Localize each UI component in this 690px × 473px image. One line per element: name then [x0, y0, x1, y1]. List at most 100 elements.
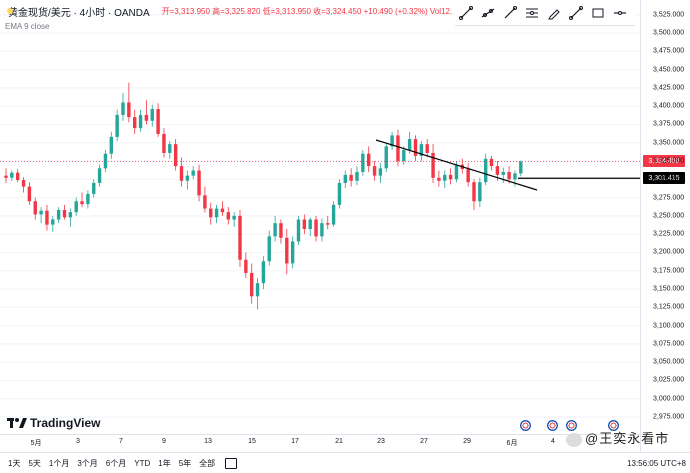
candle[interactable] [396, 129, 400, 167]
candle[interactable] [168, 141, 172, 159]
candle[interactable] [519, 160, 523, 177]
horizontal-line-icon[interactable] [609, 2, 631, 24]
candle[interactable] [68, 208, 73, 227]
candle[interactable] [203, 186, 207, 213]
candle[interactable] [425, 139, 429, 158]
trend-line-icon[interactable] [565, 2, 587, 24]
candle[interactable] [127, 82, 131, 123]
candle[interactable] [331, 201, 336, 227]
candle[interactable] [314, 215, 318, 242]
candle[interactable] [443, 170, 447, 189]
drawn-trendline[interactable] [375, 139, 538, 191]
fib-icon[interactable] [521, 2, 543, 24]
candle[interactable] [226, 207, 230, 225]
candle[interactable] [220, 201, 225, 216]
candle[interactable] [33, 197, 37, 220]
candle[interactable] [361, 150, 365, 176]
candle[interactable] [296, 215, 301, 246]
candle[interactable] [115, 109, 119, 142]
range-button[interactable]: 5天 [28, 458, 41, 468]
candle[interactable] [179, 157, 184, 187]
candle[interactable] [384, 142, 388, 172]
candle[interactable] [173, 139, 178, 171]
candle[interactable] [51, 215, 55, 232]
candle[interactable] [402, 146, 406, 165]
candle[interactable] [80, 192, 84, 208]
candle[interactable] [367, 146, 371, 172]
time-axis[interactable]: 5月 3 7 9 13 15 17 21 23 27 29 6月 4 [0, 434, 640, 453]
trend-line-icon[interactable] [455, 2, 477, 24]
us-event-flag-icon[interactable] [608, 420, 619, 431]
symbol-title[interactable]: 黄金现货/美元 · 4小时 · OANDA [8, 7, 150, 19]
range-button[interactable]: 6个月 [105, 458, 127, 468]
price-axis[interactable]: 3,324.450 3,301.415 3,525.000 3,500.000 3,… [640, 0, 690, 452]
calendar-icon[interactable] [225, 457, 238, 469]
candle[interactable] [484, 153, 488, 186]
candle[interactable] [437, 170, 441, 187]
us-event-flag-icon[interactable] [547, 420, 558, 431]
rectangle-icon[interactable] [587, 2, 609, 24]
candle[interactable] [197, 164, 201, 202]
clock-time[interactable]: 13:56:05 UTC+8 [627, 458, 686, 468]
candle[interactable] [62, 204, 67, 220]
us-event-flag-icon[interactable] [520, 420, 531, 431]
candle[interactable] [232, 212, 236, 227]
candle[interactable] [337, 179, 342, 209]
candle[interactable] [285, 229, 289, 275]
candle[interactable] [513, 170, 517, 187]
indicator-label[interactable]: EMA 9 close [5, 22, 50, 31]
candle[interactable] [162, 128, 166, 158]
candle[interactable] [10, 170, 14, 181]
candle[interactable] [431, 144, 435, 183]
trend-line-icon[interactable] [499, 2, 521, 24]
candle[interactable] [21, 177, 26, 193]
range-button[interactable]: YTD [134, 458, 151, 468]
candle[interactable] [466, 163, 470, 187]
candle[interactable] [489, 155, 494, 171]
candle[interactable] [250, 263, 254, 304]
candle[interactable] [261, 256, 266, 289]
pencil-icon[interactable] [543, 2, 565, 24]
candle[interactable] [209, 202, 213, 225]
candle[interactable] [472, 179, 476, 211]
candle[interactable] [191, 166, 195, 180]
candle[interactable] [27, 182, 32, 205]
candle[interactable] [378, 163, 383, 183]
candle[interactable] [273, 215, 277, 242]
candle[interactable] [308, 217, 312, 237]
candle[interactable] [478, 177, 482, 208]
candle[interactable] [355, 166, 359, 186]
candle[interactable] [144, 100, 149, 125]
range-button[interactable]: 全部 [199, 458, 216, 468]
range-button[interactable]: 1个月 [48, 458, 70, 468]
candle[interactable] [244, 252, 248, 279]
candle[interactable] [320, 218, 324, 242]
candle[interactable] [4, 168, 8, 183]
candle[interactable] [238, 210, 242, 268]
candle[interactable] [448, 168, 453, 185]
candle[interactable] [121, 92, 125, 121]
candle[interactable] [150, 104, 154, 127]
range-button[interactable]: 1天 [8, 458, 21, 468]
candle[interactable] [214, 204, 219, 224]
candle[interactable] [185, 170, 190, 190]
candle[interactable] [103, 150, 108, 172]
candle[interactable] [39, 207, 43, 224]
candle[interactable] [74, 197, 78, 216]
candle[interactable] [413, 135, 418, 161]
candle[interactable] [16, 169, 20, 183]
candle[interactable] [372, 161, 377, 181]
range-button[interactable]: 5年 [178, 458, 192, 468]
candle[interactable] [156, 103, 160, 137]
range-button[interactable]: 3个月 [77, 458, 98, 468]
candle[interactable] [97, 164, 102, 187]
trend-line-icon[interactable] [477, 2, 499, 24]
candle[interactable] [349, 168, 353, 187]
candle[interactable] [138, 109, 143, 132]
range-button[interactable]: 1年 [158, 458, 171, 468]
price-chart[interactable] [0, 0, 640, 452]
candle[interactable] [45, 204, 49, 231]
candle[interactable] [302, 214, 307, 235]
candle[interactable] [290, 236, 295, 269]
candle[interactable] [419, 141, 424, 161]
